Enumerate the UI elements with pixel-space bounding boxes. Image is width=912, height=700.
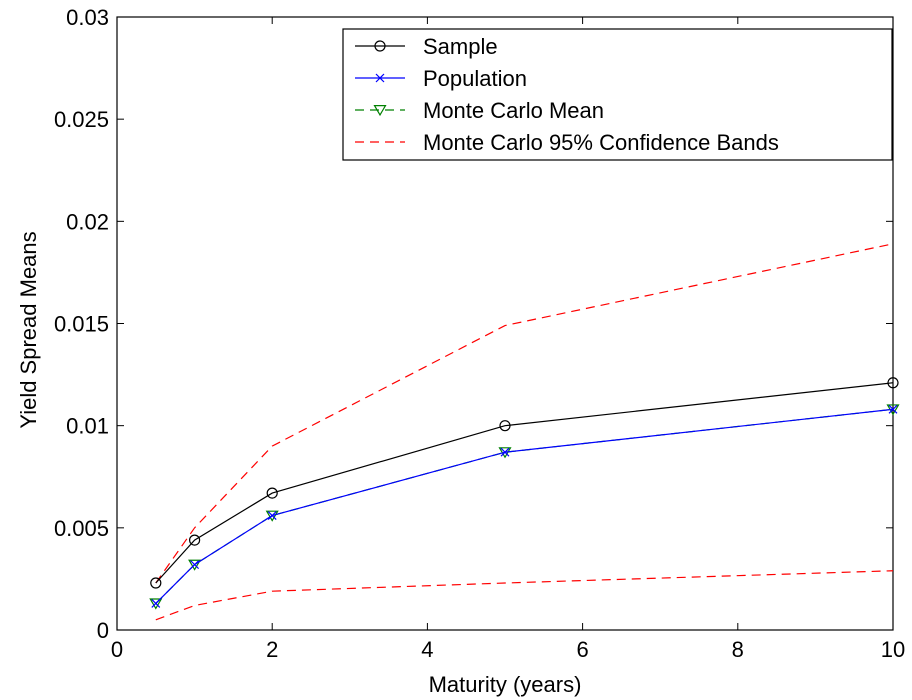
x-marker-stroke (151, 599, 161, 608)
y-tick-label: 0 (97, 618, 109, 643)
y-tick-label: 0.005 (54, 516, 109, 541)
x-marker-stroke (267, 511, 277, 520)
x-marker-stroke (375, 73, 385, 83)
legend-marker (373, 104, 387, 117)
y-tick-label: 0.01 (66, 414, 109, 439)
legend-marker (375, 73, 385, 83)
legend-label: Monte Carlo Mean (423, 98, 604, 123)
series-line (155, 570, 894, 621)
x-tick-label: 2 (266, 637, 278, 662)
data-point (151, 599, 161, 608)
legend-entry: Monte Carlo 95% Confidence Bands (355, 130, 779, 155)
x-axis-title: Maturity (years) (429, 672, 582, 697)
y-tick-label: 0.02 (66, 209, 109, 234)
series-sample (150, 377, 899, 589)
data-point (149, 598, 163, 610)
x-tick-label: 6 (576, 637, 588, 662)
legend-label: Sample (423, 34, 498, 59)
legend-entry: Sample (355, 34, 498, 59)
x-axis: 0 2 4 6 8 10 (111, 17, 905, 662)
x-tick-label: 8 (732, 637, 744, 662)
series-monte-carlo-95-confidence-bands (155, 570, 894, 621)
legend-label: Monte Carlo 95% Confidence Bands (423, 130, 779, 155)
x-tick-label: 0 (111, 637, 123, 662)
y-tick-label: 0.025 (54, 107, 109, 132)
legend-entry: Monte Carlo Mean (355, 98, 604, 123)
y-axis: 0 0.005 0.01 0.015 0.02 0.025 0.03 (54, 5, 893, 643)
x-marker-stroke (888, 404, 898, 414)
series-monte-carlo-95-confidence-bands (155, 243, 894, 584)
y-axis-title: Yield Spread Means (16, 231, 41, 428)
y-tick-label: 0.015 (54, 312, 109, 337)
data-point (150, 577, 162, 589)
data-point (265, 510, 279, 522)
x-marker-stroke (190, 560, 200, 570)
data-point (500, 447, 510, 457)
data-point (188, 559, 202, 571)
series-population (151, 404, 898, 608)
data-point (190, 560, 200, 570)
series-line (155, 382, 894, 584)
series-layer (149, 243, 900, 621)
data-point (267, 511, 277, 520)
x-tick-label: 10 (881, 637, 905, 662)
data-point (888, 404, 898, 414)
data-point (499, 420, 511, 432)
data-point (887, 377, 899, 389)
legend-marker (374, 40, 386, 52)
y-tick-label: 0.03 (66, 5, 109, 30)
legend-label: Population (423, 66, 527, 91)
x-tick-label: 4 (421, 637, 433, 662)
legend: Sample Population Monte Carlo Mean Monte Ca… (342, 28, 893, 161)
data-point (189, 534, 201, 546)
data-point (266, 487, 278, 499)
series-line (155, 243, 894, 584)
x-marker-stroke (500, 447, 510, 457)
legend-entry: Population (355, 66, 527, 91)
legend-box (342, 28, 893, 161)
